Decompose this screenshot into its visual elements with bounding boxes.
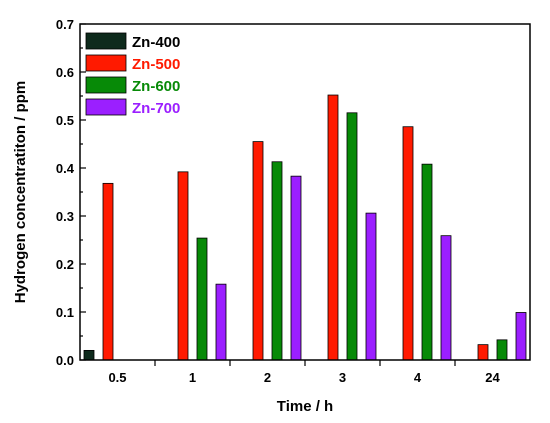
legend-label-zn-400: Zn-400 xyxy=(132,34,180,51)
y-tick-label: 0.2 xyxy=(56,257,74,272)
bar-zn-500-1 xyxy=(177,171,189,361)
bar-zn-600-3 xyxy=(346,112,358,361)
bar-zn-600-2 xyxy=(271,161,283,361)
y-tick-label: 0.3 xyxy=(56,209,74,224)
y-axis-label: Hydrogen concentratiton / ppm xyxy=(12,81,29,304)
bar-zn-500-24 xyxy=(477,344,489,361)
legend: Zn-400 Zn-500 Zn-600 Zn-700 xyxy=(85,32,180,117)
x-axis: 0.5 1 2 3 4 24 xyxy=(108,360,500,385)
y-tick-label: 0.7 xyxy=(56,17,74,32)
bar-zn-600-4 xyxy=(421,163,433,361)
plot-frame xyxy=(79,23,531,361)
x-tick-label: 3 xyxy=(339,370,346,385)
bar-zn-600-1 xyxy=(196,237,208,361)
x-tick-label: 1 xyxy=(189,370,196,385)
bar-zn-500-4 xyxy=(402,126,414,361)
y-tick-label: 0.0 xyxy=(56,353,74,368)
legend-swatch-zn-400 xyxy=(85,32,127,50)
x-axis-label: Time / h xyxy=(277,398,333,415)
x-tick-label: 24 xyxy=(485,370,500,385)
y-tick-label: 0.1 xyxy=(56,305,74,320)
bar-zn-700-3 xyxy=(365,212,377,361)
x-tick-label: 4 xyxy=(414,370,422,385)
y-tick-label: 0.5 xyxy=(56,113,74,128)
bar-zn-700-4 xyxy=(440,235,452,361)
y-tick-label: 0.4 xyxy=(56,161,75,176)
bar-zn-700-1 xyxy=(215,283,227,361)
legend-label-zn-600: Zn-600 xyxy=(132,78,180,95)
bar-zn-500-2 xyxy=(252,141,264,361)
bar-zn-500-3 xyxy=(327,94,339,361)
bar-zn-700-2 xyxy=(290,175,302,361)
bars-layer xyxy=(83,94,527,361)
legend-swatch-zn-600 xyxy=(85,76,127,94)
legend-swatch-zn-500 xyxy=(85,54,127,72)
x-tick-label: 0.5 xyxy=(108,370,126,385)
y-tick-label: 0.6 xyxy=(56,65,74,80)
legend-label-zn-500: Zn-500 xyxy=(132,56,180,73)
legend-swatch-zn-700 xyxy=(85,98,127,116)
bar-zn-600-24 xyxy=(496,339,508,361)
bar-zn-500-0.5 xyxy=(102,182,114,361)
legend-label-zn-700: Zn-700 xyxy=(132,100,180,117)
y-axis: 0.0 0.1 0.2 0.3 0.4 0.5 0.6 0.7 xyxy=(56,17,86,368)
bar-zn-700-24 xyxy=(515,312,527,361)
bar-zn-400-0.5 xyxy=(83,349,95,361)
x-tick-label: 2 xyxy=(264,370,271,385)
